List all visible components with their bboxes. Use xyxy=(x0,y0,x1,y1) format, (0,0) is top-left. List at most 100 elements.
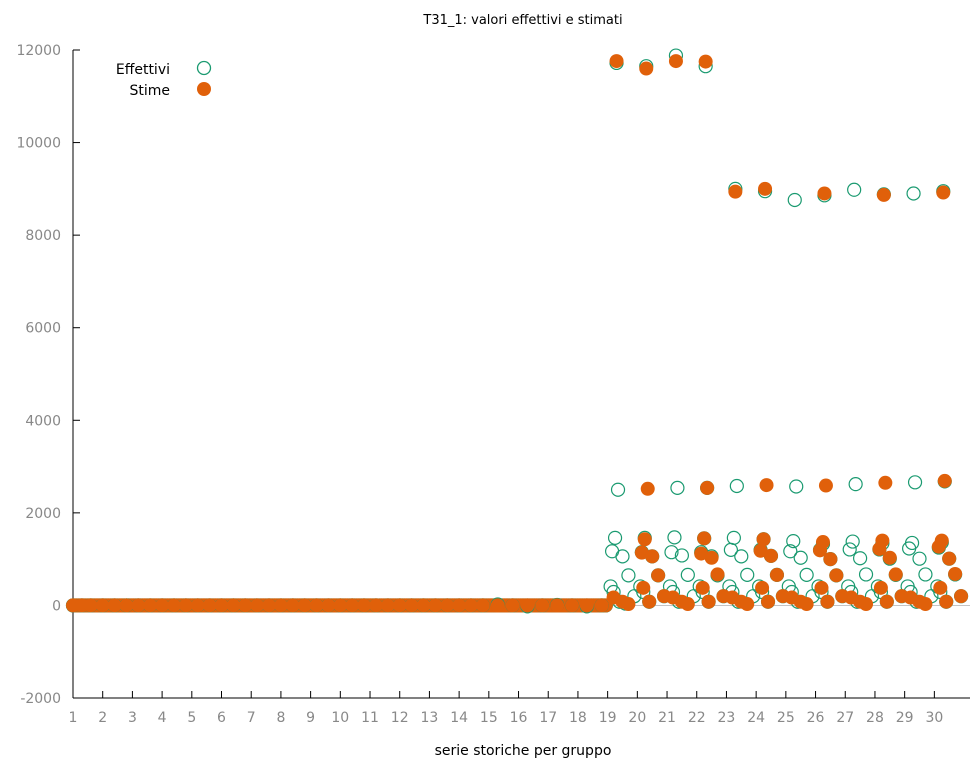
data-point-stime xyxy=(416,598,431,613)
data-point-effettivi xyxy=(786,533,801,549)
series-effettivi xyxy=(65,48,969,614)
data-point-stime xyxy=(621,597,636,612)
data-point-stime xyxy=(759,478,774,493)
data-point-stime xyxy=(285,598,300,613)
x-tick-label: 30 xyxy=(925,710,943,726)
data-point-effettivi xyxy=(667,530,682,545)
data-point-effettivi xyxy=(734,549,749,564)
x-tick-label: 13 xyxy=(421,710,439,726)
data-point-stime xyxy=(273,598,288,613)
x-tick-label: 7 xyxy=(247,710,256,726)
x-tick-label: 5 xyxy=(187,710,196,726)
data-point-effettivi xyxy=(604,544,620,559)
data-point-stime xyxy=(876,187,891,202)
data-point-effettivi xyxy=(674,548,689,563)
data-point-stime xyxy=(753,543,768,558)
x-tick-label: 27 xyxy=(836,710,854,726)
x-tick-label: 11 xyxy=(361,710,379,726)
data-point-effettivi xyxy=(729,478,744,494)
data-point-stime xyxy=(873,580,888,595)
y-tick-label: -2000 xyxy=(20,691,61,707)
x-tick-label: 9 xyxy=(306,710,315,726)
data-point-stime xyxy=(155,598,170,613)
data-point-stime xyxy=(740,597,755,612)
data-point-stime xyxy=(939,594,954,609)
data-point-stime xyxy=(645,549,660,564)
data-point-effettivi xyxy=(740,567,755,582)
data-point-stime xyxy=(333,598,348,613)
x-tick-label: 22 xyxy=(688,710,706,726)
data-point-stime xyxy=(872,541,887,556)
data-point-stime xyxy=(942,551,957,566)
data-point-stime xyxy=(564,598,579,613)
data-point-stime xyxy=(761,594,776,609)
data-point-effettivi xyxy=(853,551,868,566)
data-point-effettivi xyxy=(904,535,920,551)
y-tick-label: 4000 xyxy=(25,413,61,429)
data-point-stime xyxy=(490,598,505,613)
data-point-stime xyxy=(368,598,383,613)
data-point-stime xyxy=(668,54,683,69)
data-point-stime xyxy=(119,598,134,613)
data-point-stime xyxy=(640,481,655,496)
data-point-stime xyxy=(695,580,710,595)
data-point-stime xyxy=(95,598,110,613)
chart-title: T31_1: valori effettivi e stimati xyxy=(422,13,622,28)
data-point-effettivi xyxy=(610,482,626,497)
legend: Effettivi Stime xyxy=(116,60,212,99)
legend-label-stime: Stime xyxy=(129,83,170,99)
data-point-stime xyxy=(83,598,98,613)
y-tick-label: 12000 xyxy=(16,43,61,59)
data-point-stime xyxy=(214,598,229,613)
data-point-stime xyxy=(609,54,624,69)
data-point-stime xyxy=(813,543,828,558)
data-point-effettivi xyxy=(789,479,804,494)
data-point-stime xyxy=(178,598,193,613)
x-tick-label: 28 xyxy=(866,710,884,726)
x-tick-label: 4 xyxy=(158,710,167,726)
data-point-stime xyxy=(505,598,520,613)
data-point-stime xyxy=(579,598,594,613)
data-point-stime xyxy=(799,597,814,612)
data-point-stime xyxy=(190,598,205,613)
data-point-stime xyxy=(226,598,241,613)
data-marks xyxy=(65,48,969,614)
data-point-effettivi xyxy=(664,545,679,560)
data-point-effettivi xyxy=(799,567,814,582)
x-tick-label: 10 xyxy=(331,710,349,726)
data-point-stime xyxy=(550,598,565,613)
data-point-stime xyxy=(888,567,903,582)
x-tick-label: 1 xyxy=(69,710,78,726)
data-point-stime xyxy=(380,598,395,613)
data-point-stime xyxy=(651,568,666,583)
data-point-stime xyxy=(823,552,838,567)
x-tick-label: 24 xyxy=(747,710,765,726)
data-point-effettivi xyxy=(906,186,921,201)
x-tick-label: 12 xyxy=(391,710,409,726)
data-point-effettivi xyxy=(907,475,923,490)
data-point-effettivi xyxy=(847,182,862,197)
data-point-stime xyxy=(520,598,535,613)
data-point-stime xyxy=(107,598,122,613)
y-tick-label: 2000 xyxy=(25,506,61,522)
x-axis-label: serie storiche per gruppo xyxy=(435,743,612,759)
data-point-stime xyxy=(755,580,770,595)
data-point-stime xyxy=(680,597,695,612)
data-point-stime xyxy=(879,594,894,609)
data-point-stime xyxy=(948,566,963,581)
data-point-effettivi xyxy=(842,542,857,557)
data-point-stime xyxy=(202,598,217,613)
data-point-stime xyxy=(859,597,874,612)
data-point-stime xyxy=(829,568,844,583)
data-point-stime xyxy=(758,181,773,196)
data-point-stime xyxy=(931,539,946,554)
x-tick-label: 2 xyxy=(98,710,107,726)
x-tick-label: 17 xyxy=(539,710,557,726)
x-tick-label: 3 xyxy=(128,710,137,726)
data-point-stime xyxy=(357,598,372,613)
data-point-effettivi xyxy=(848,477,863,492)
data-point-stime xyxy=(440,598,455,613)
data-point-stime xyxy=(933,580,948,595)
data-point-stime xyxy=(639,61,654,76)
